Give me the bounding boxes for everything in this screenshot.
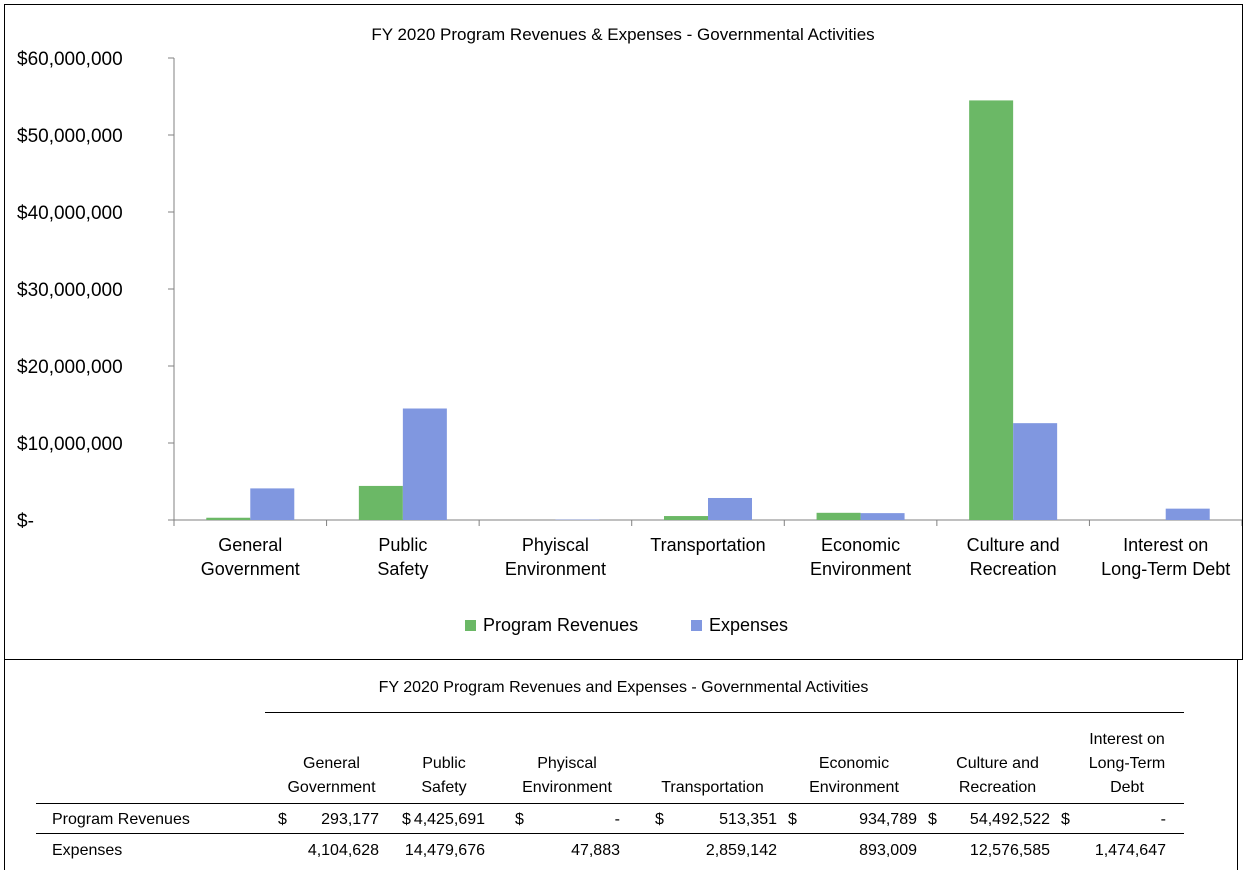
table-column-header-line: Environment xyxy=(522,779,612,796)
table-column-header-line: Safety xyxy=(421,779,467,796)
table-column-header: Transportation xyxy=(640,720,785,800)
table-dollar-sign: $ xyxy=(788,811,797,828)
x-tick-label: Long-Term Debt xyxy=(1101,559,1230,579)
x-tick-label: Phyiscal xyxy=(522,535,589,555)
x-tick-label: Safety xyxy=(377,559,428,579)
y-tick-label: $40,000,000 xyxy=(17,203,123,224)
bar-program-revenues xyxy=(664,516,708,520)
bar-program-revenues xyxy=(206,517,251,520)
table-dollar-sign: $ xyxy=(928,811,937,828)
chart-frame: FY 2020 Program Revenues & Expenses - Go… xyxy=(4,4,1243,660)
table-column-header-line: Government xyxy=(287,779,376,796)
table-cell: 47,883 xyxy=(571,842,620,859)
bar-program-revenues xyxy=(969,100,1014,520)
table-column-header-line: Phyiscal xyxy=(537,755,597,772)
x-tick-label: General xyxy=(218,535,282,555)
bar-program-revenues xyxy=(816,512,861,520)
chart-title: FY 2020 Program Revenues & Expenses - Go… xyxy=(371,25,874,44)
table-left-border xyxy=(4,660,5,870)
table-column-header-line: Public xyxy=(422,755,466,772)
table-top-rule xyxy=(265,712,1184,713)
bar-chart: FY 2020 Program Revenues & Expenses - Go… xyxy=(17,25,1243,635)
bar-expenses xyxy=(1013,423,1058,520)
table-column-header-line: Debt xyxy=(1110,779,1144,796)
y-tick-label: $- xyxy=(17,511,34,532)
table-cell: 293,177 xyxy=(321,811,379,828)
x-tick-label: Environment xyxy=(810,559,911,579)
table-column-header-line: Environment xyxy=(809,779,899,796)
legend-label: Expenses xyxy=(709,615,788,635)
y-tick-label: $60,000,000 xyxy=(17,49,123,70)
table-column-header-line: Culture and xyxy=(956,755,1039,772)
table-dollar-sign: $ xyxy=(402,811,411,828)
table-cell: 893,009 xyxy=(859,842,917,859)
table-cell: 54,492,522 xyxy=(969,811,1050,828)
table-dollar-sign: $ xyxy=(278,811,287,828)
x-tick-label: Economic xyxy=(821,535,900,555)
table-column-header-line: General xyxy=(303,755,360,772)
table-column-header: Culture and Recreation xyxy=(925,720,1070,800)
x-tick-label: Transportation xyxy=(650,535,765,555)
table-header-rule xyxy=(36,803,1184,804)
table-cell: - xyxy=(614,811,620,828)
table-cell: 14,479,676 xyxy=(404,842,485,859)
bar-expenses xyxy=(708,497,752,520)
table-cell: 1,474,647 xyxy=(1094,842,1166,859)
x-tick-label: Recreation xyxy=(970,559,1057,579)
bar-expenses xyxy=(860,513,905,520)
legend-swatch xyxy=(465,620,476,631)
x-tick-label: Interest on xyxy=(1123,535,1208,555)
x-tick-label: Environment xyxy=(505,559,606,579)
table-column-header-line: Interest on xyxy=(1089,731,1165,748)
table-cell: 934,789 xyxy=(859,811,917,828)
x-tick-label: Culture and xyxy=(967,535,1060,555)
table-row-label: Program Revenues xyxy=(52,811,190,828)
table-column-header-line: Recreation xyxy=(958,779,1037,796)
table-cell: 4,425,691 xyxy=(413,811,485,828)
x-tick-label: Public xyxy=(378,535,427,555)
table-column-header: Interest on Long-Term Debt xyxy=(1070,720,1184,800)
table-column-header: Economic Environment xyxy=(785,720,923,800)
y-tick-label: $30,000,000 xyxy=(17,280,123,301)
table-dollar-sign: $ xyxy=(515,811,524,828)
table-column-header: Phyiscal Environment xyxy=(494,720,640,800)
table-title: FY 2020 Program Revenues and Expenses - … xyxy=(378,679,869,696)
bar-expenses xyxy=(402,408,447,520)
table-row-rule xyxy=(36,833,1184,834)
table-cell: 12,576,585 xyxy=(969,842,1050,859)
y-tick-label: $10,000,000 xyxy=(17,434,123,455)
y-tick-label: $50,000,000 xyxy=(17,126,123,147)
legend-swatch xyxy=(691,620,702,631)
table-column-header: General Government xyxy=(268,720,395,800)
legend-label: Program Revenues xyxy=(483,615,638,635)
x-tick-label: Government xyxy=(201,559,300,579)
data-table: FY 2020 Program Revenues and Expenses - … xyxy=(0,670,1247,870)
table-column-header-line: Transportation xyxy=(661,779,764,796)
table-column-header-line: Economic xyxy=(818,755,890,772)
table-dollar-sign: $ xyxy=(655,811,664,828)
table-right-border xyxy=(1237,660,1238,870)
table-cell: 513,351 xyxy=(719,811,777,828)
table-column-header: Public Safety xyxy=(398,720,490,800)
table-dollar-sign: $ xyxy=(1061,811,1070,828)
bar-expenses xyxy=(1165,508,1210,520)
bar-program-revenues xyxy=(358,485,403,520)
y-tick-label: $20,000,000 xyxy=(17,357,123,378)
table-cell: 2,859,142 xyxy=(705,842,777,859)
bar-expenses xyxy=(250,488,295,520)
table-cell: - xyxy=(1160,811,1166,828)
table-row-label: Expenses xyxy=(52,842,123,859)
table-cell: 4,104,628 xyxy=(307,842,379,859)
table-column-header-line: Long-Term xyxy=(1088,755,1166,772)
